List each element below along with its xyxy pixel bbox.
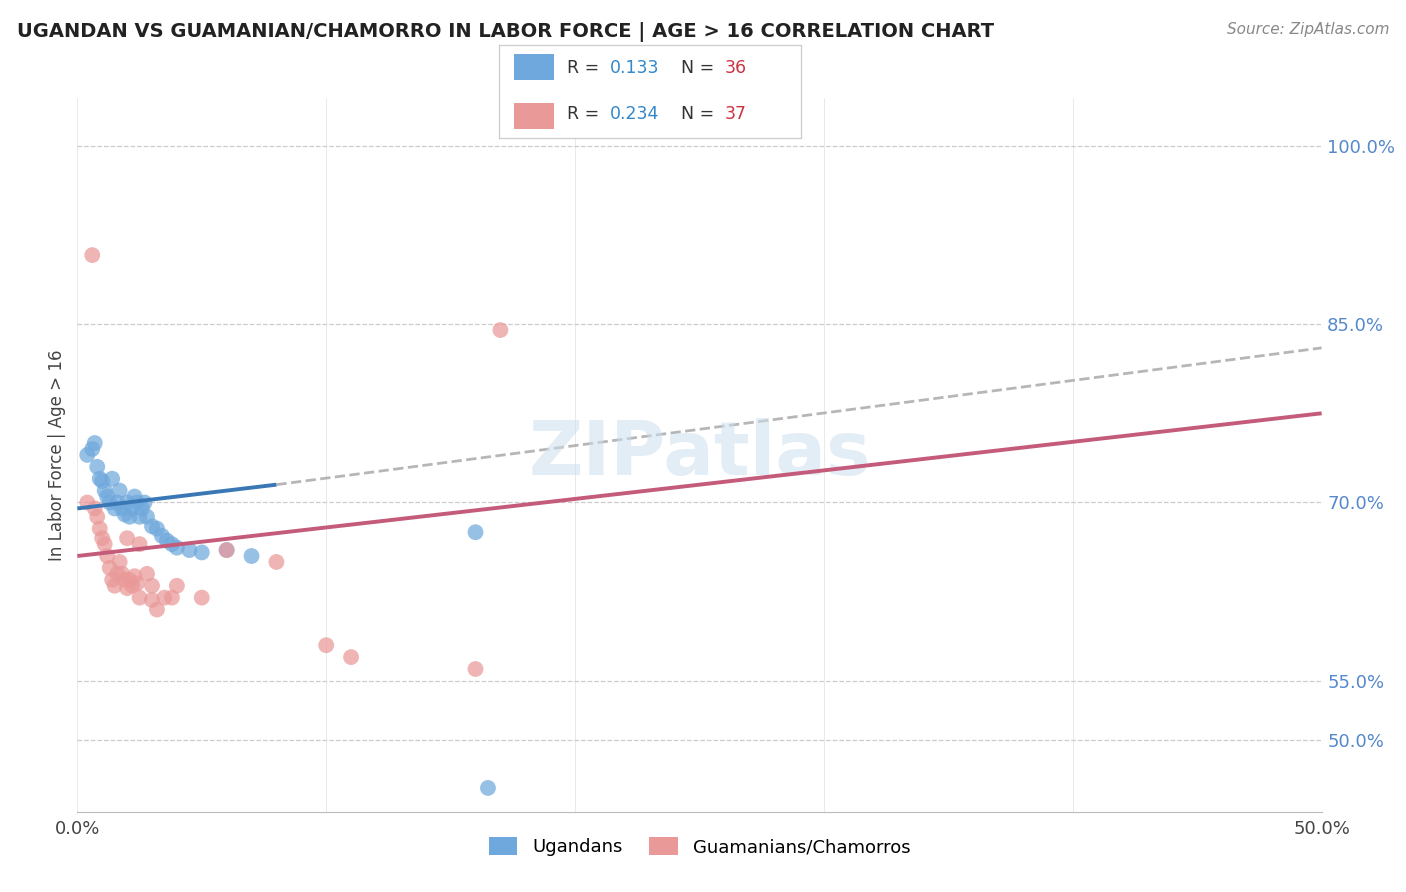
Point xyxy=(105,566,128,581)
Point xyxy=(111,501,134,516)
Point xyxy=(114,573,136,587)
Bar xyxy=(515,54,554,80)
Point xyxy=(141,519,163,533)
Point xyxy=(91,474,114,488)
Point xyxy=(89,522,111,536)
Point xyxy=(160,537,183,551)
Point xyxy=(215,543,238,558)
Point xyxy=(105,495,128,509)
Point xyxy=(141,593,163,607)
Point xyxy=(86,509,108,524)
Point xyxy=(124,490,146,504)
Bar xyxy=(515,103,554,129)
Point xyxy=(160,591,183,605)
Point xyxy=(101,472,124,486)
Point xyxy=(121,579,143,593)
Point xyxy=(101,573,124,587)
Point xyxy=(131,501,153,516)
Point xyxy=(121,501,143,516)
Point xyxy=(82,442,104,456)
Point xyxy=(141,579,163,593)
Point xyxy=(104,579,127,593)
Point xyxy=(179,543,201,558)
Point xyxy=(118,509,141,524)
Point xyxy=(146,602,169,616)
Point xyxy=(166,579,188,593)
Text: Source: ZipAtlas.com: Source: ZipAtlas.com xyxy=(1226,22,1389,37)
Point xyxy=(96,549,118,563)
Point xyxy=(115,581,138,595)
Point xyxy=(240,549,263,563)
Point xyxy=(108,483,131,498)
Text: ZIPatlas: ZIPatlas xyxy=(529,418,870,491)
Point xyxy=(136,509,159,524)
Point xyxy=(191,591,214,605)
Point xyxy=(136,566,159,581)
Point xyxy=(191,545,214,559)
Text: 36: 36 xyxy=(724,60,747,78)
Point xyxy=(115,531,138,545)
Legend: Ugandans, Guamanians/Chamorros: Ugandans, Guamanians/Chamorros xyxy=(481,830,918,863)
Point xyxy=(82,248,104,262)
Text: N =: N = xyxy=(681,60,720,78)
Point xyxy=(266,555,288,569)
Point xyxy=(340,650,363,665)
Point xyxy=(86,459,108,474)
Point xyxy=(89,472,111,486)
Point xyxy=(128,537,150,551)
Point xyxy=(115,495,138,509)
Point xyxy=(128,509,150,524)
Text: R =: R = xyxy=(567,105,605,123)
Point xyxy=(166,541,188,555)
Text: 0.234: 0.234 xyxy=(609,105,659,123)
Point xyxy=(134,495,156,509)
Point xyxy=(111,566,134,581)
Point xyxy=(156,533,179,548)
Text: 0.133: 0.133 xyxy=(609,60,659,78)
Point xyxy=(215,543,238,558)
Point xyxy=(83,436,105,450)
Point xyxy=(153,591,176,605)
Point xyxy=(150,529,173,543)
Point xyxy=(108,555,131,569)
Point xyxy=(146,522,169,536)
Point xyxy=(128,591,150,605)
Point xyxy=(464,525,486,540)
Text: N =: N = xyxy=(681,105,720,123)
Point xyxy=(93,483,115,498)
Point xyxy=(104,501,127,516)
Point xyxy=(83,501,105,516)
Point xyxy=(125,576,148,591)
Point xyxy=(114,508,136,522)
Point xyxy=(98,561,121,575)
Point xyxy=(477,780,499,795)
Point xyxy=(125,495,148,509)
Y-axis label: In Labor Force | Age > 16: In Labor Force | Age > 16 xyxy=(48,349,66,561)
Point xyxy=(76,448,98,462)
Point xyxy=(98,495,121,509)
Text: 37: 37 xyxy=(724,105,747,123)
Text: R =: R = xyxy=(567,60,605,78)
Point xyxy=(124,569,146,583)
Point xyxy=(76,495,98,509)
Point xyxy=(91,531,114,545)
Text: UGANDAN VS GUAMANIAN/CHAMORRO IN LABOR FORCE | AGE > 16 CORRELATION CHART: UGANDAN VS GUAMANIAN/CHAMORRO IN LABOR F… xyxy=(17,22,994,42)
Point xyxy=(464,662,486,676)
Point xyxy=(489,323,512,337)
Point xyxy=(315,638,337,652)
Point xyxy=(96,490,118,504)
Point xyxy=(118,573,141,587)
Point xyxy=(93,537,115,551)
